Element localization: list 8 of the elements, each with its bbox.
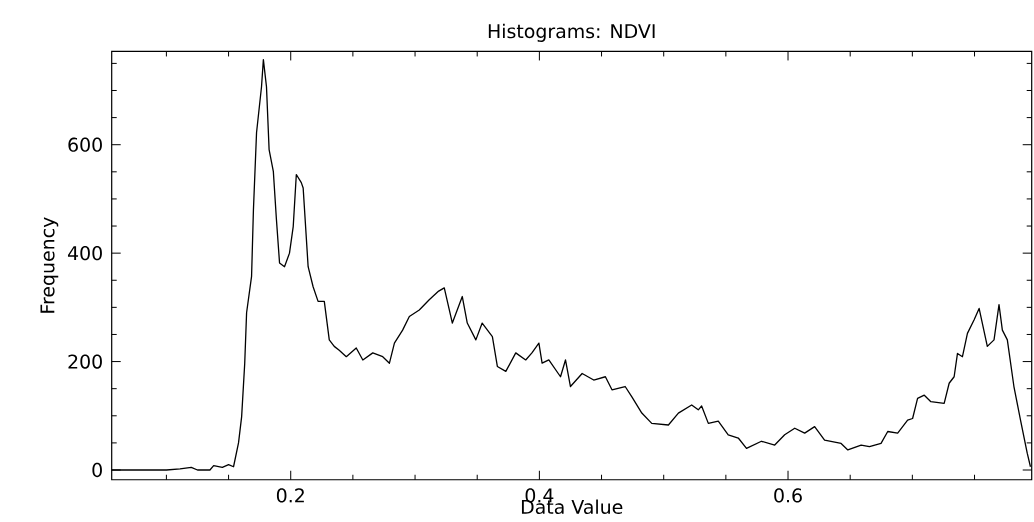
y-tick-label: 400 <box>67 245 102 261</box>
y-axis-title: Frequency <box>40 217 59 313</box>
y-tick-label: 0 <box>92 462 102 478</box>
x-tick-label: 0.6 <box>774 488 802 503</box>
chart-title: Histograms: NDVI <box>488 23 655 42</box>
x-tick-label: 0.2 <box>276 488 304 503</box>
y-tick-label: 600 <box>68 137 102 152</box>
y-tick-label: 200 <box>68 354 102 369</box>
